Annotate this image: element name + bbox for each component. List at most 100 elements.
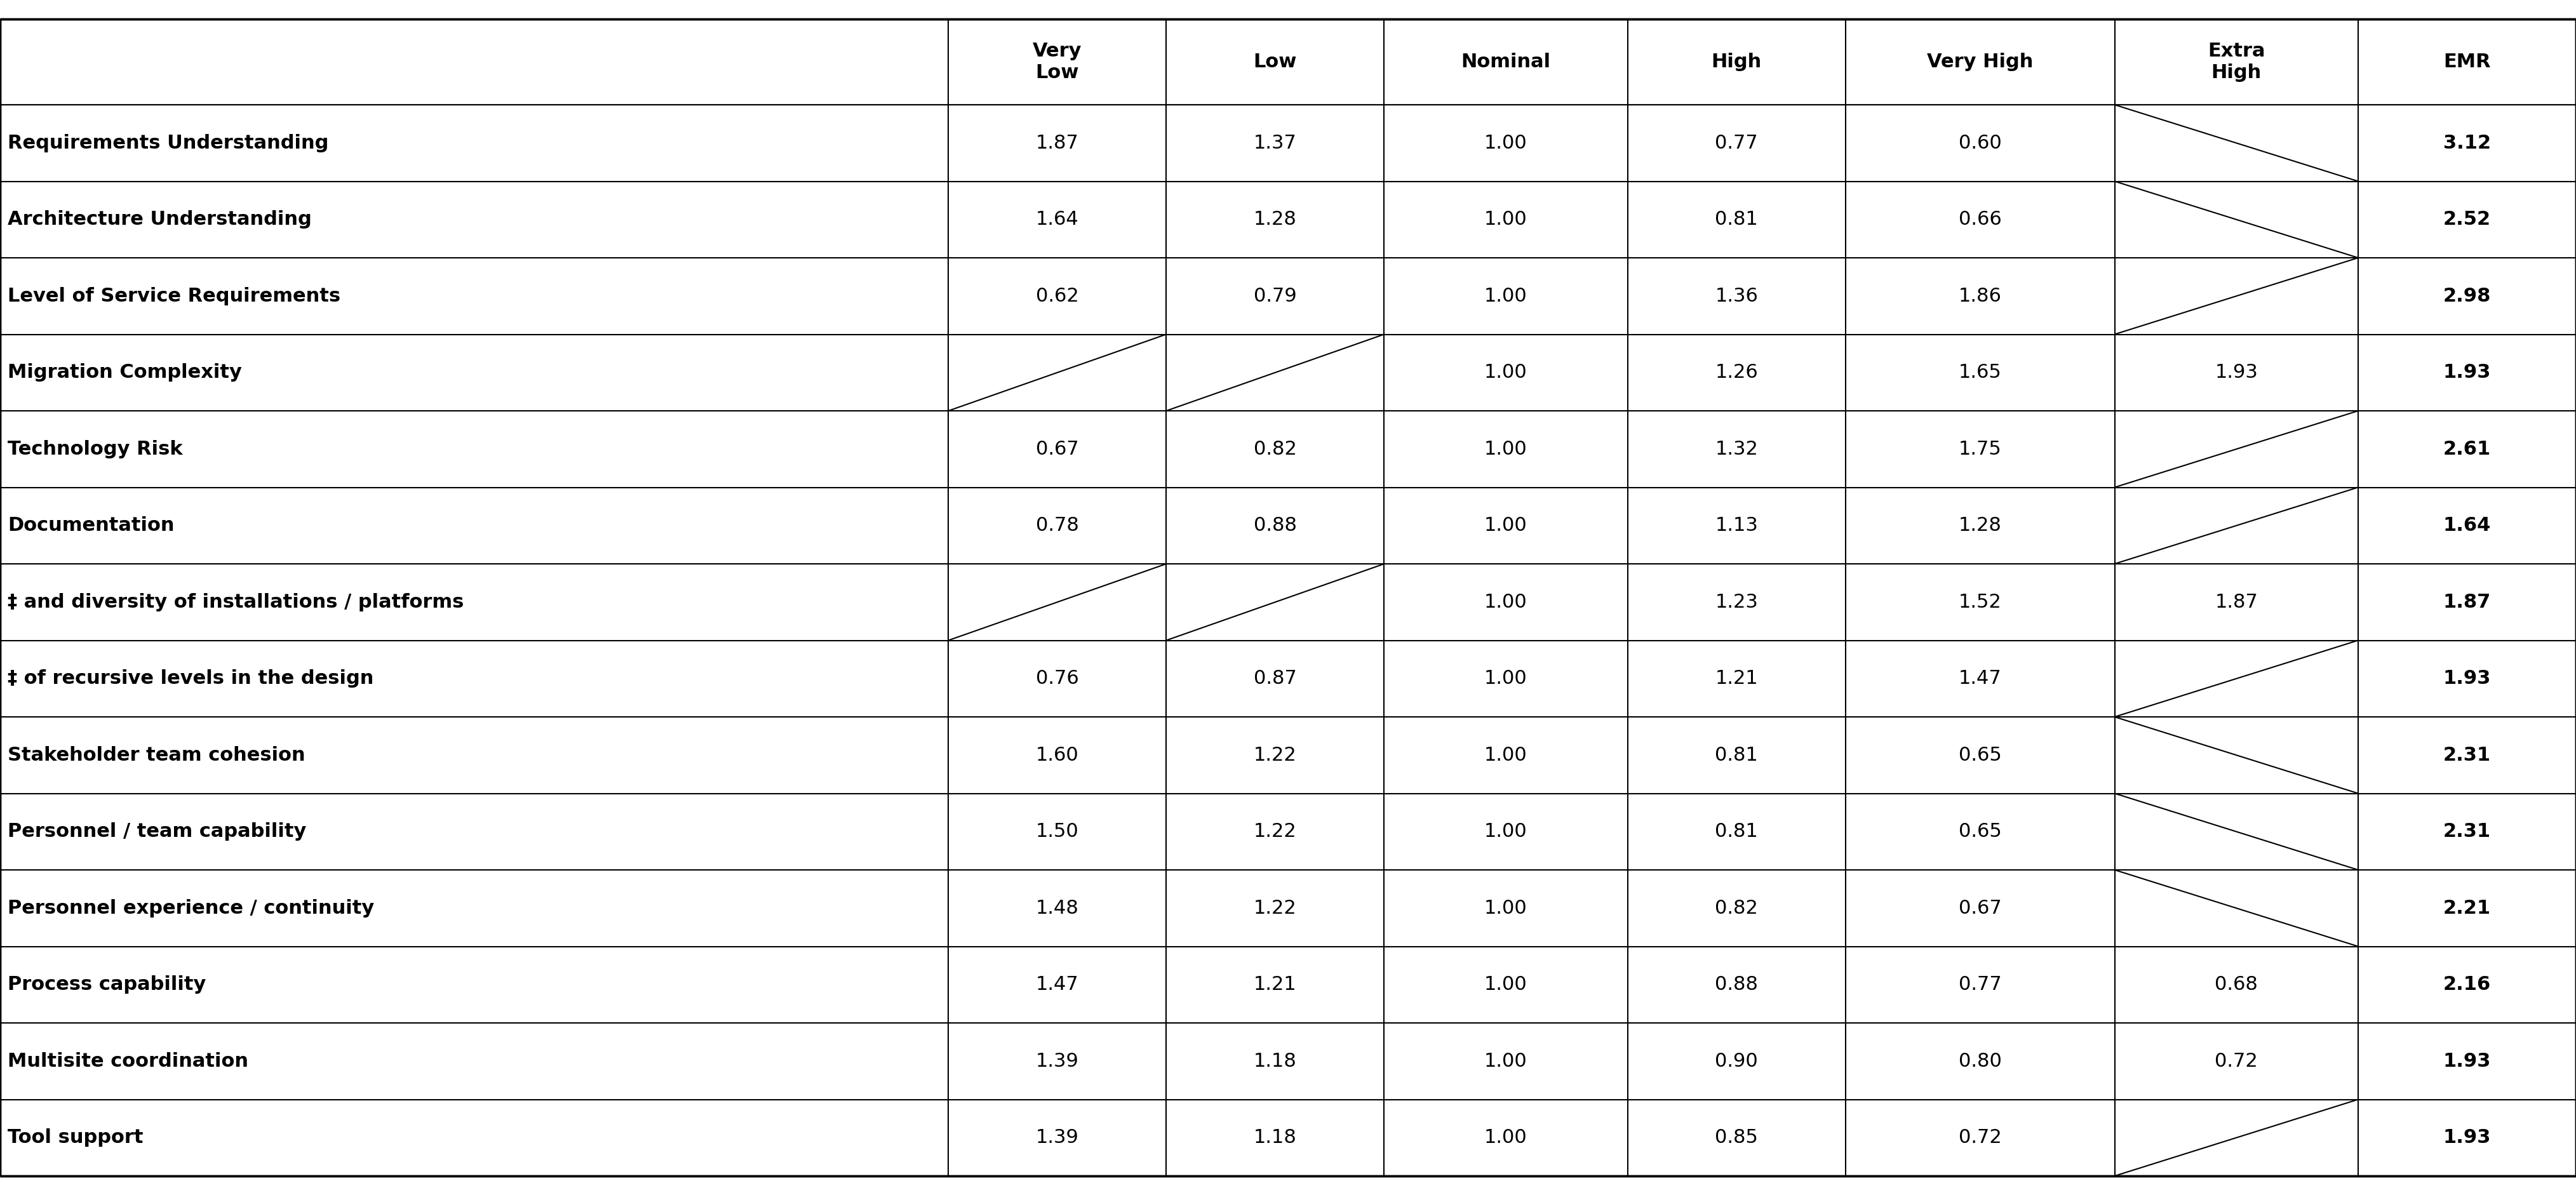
Text: 0.90: 0.90: [1716, 1052, 1757, 1071]
Text: 0.81: 0.81: [1716, 746, 1757, 765]
Text: 0.81: 0.81: [1716, 210, 1757, 228]
Text: 1.93: 1.93: [2442, 1128, 2491, 1147]
Text: 1.00: 1.00: [1484, 593, 1528, 612]
Text: 2.61: 2.61: [2442, 440, 2491, 459]
Text: 1.13: 1.13: [1716, 516, 1757, 535]
Text: 0.82: 0.82: [1255, 440, 1296, 459]
Text: ‡ and diversity of installations / platforms: ‡ and diversity of installations / platf…: [8, 593, 464, 612]
Text: 1.00: 1.00: [1484, 1052, 1528, 1071]
Text: 2.31: 2.31: [2442, 822, 2491, 841]
Text: 1.47: 1.47: [1958, 669, 2002, 688]
Text: 1.18: 1.18: [1255, 1128, 1296, 1147]
Text: 3.12: 3.12: [2442, 134, 2491, 152]
Text: 1.32: 1.32: [1716, 440, 1757, 459]
Text: 1.86: 1.86: [1958, 287, 2002, 305]
Text: 1.00: 1.00: [1484, 822, 1528, 841]
Text: 0.82: 0.82: [1716, 899, 1757, 918]
Text: 1.00: 1.00: [1484, 440, 1528, 459]
Text: 1.64: 1.64: [1036, 210, 1079, 228]
Text: Documentation: Documentation: [8, 516, 175, 535]
Text: 1.00: 1.00: [1484, 1128, 1528, 1147]
Text: 1.21: 1.21: [1716, 669, 1757, 688]
Text: 0.65: 0.65: [1958, 746, 2002, 765]
Text: 1.87: 1.87: [2215, 593, 2259, 612]
Text: 0.60: 0.60: [1958, 134, 2002, 152]
Text: 1.00: 1.00: [1484, 899, 1528, 918]
Text: 1.93: 1.93: [2215, 363, 2259, 381]
Text: 1.93: 1.93: [2442, 669, 2491, 688]
Text: 1.64: 1.64: [2442, 516, 2491, 535]
Text: 1.28: 1.28: [1255, 210, 1296, 228]
Text: 1.93: 1.93: [2442, 1052, 2491, 1071]
Text: 1.22: 1.22: [1255, 822, 1296, 841]
Text: Very High: Very High: [1927, 53, 2032, 72]
Text: Requirements Understanding: Requirements Understanding: [8, 134, 330, 152]
Text: 1.23: 1.23: [1716, 593, 1757, 612]
Text: 2.52: 2.52: [2442, 210, 2491, 228]
Text: Level of Service Requirements: Level of Service Requirements: [8, 287, 340, 305]
Text: 1.00: 1.00: [1484, 363, 1528, 381]
Text: Migration Complexity: Migration Complexity: [8, 363, 242, 381]
Text: 1.21: 1.21: [1255, 975, 1296, 994]
Text: 1.65: 1.65: [1958, 363, 2002, 381]
Text: 1.50: 1.50: [1036, 822, 1079, 841]
Text: 0.72: 0.72: [1958, 1128, 2002, 1147]
Text: 1.00: 1.00: [1484, 975, 1528, 994]
Text: 0.65: 0.65: [1958, 822, 2002, 841]
Text: 0.78: 0.78: [1036, 516, 1079, 535]
Text: Technology Risk: Technology Risk: [8, 440, 183, 459]
Text: 0.68: 0.68: [2215, 975, 2259, 994]
Text: 0.88: 0.88: [1716, 975, 1759, 994]
Text: 0.72: 0.72: [2215, 1052, 2259, 1071]
Text: EMR: EMR: [2445, 53, 2491, 72]
Text: 1.00: 1.00: [1484, 516, 1528, 535]
Text: 1.26: 1.26: [1716, 363, 1757, 381]
Text: 1.28: 1.28: [1958, 516, 2002, 535]
Text: 2.21: 2.21: [2442, 899, 2491, 918]
Text: High: High: [1710, 53, 1762, 72]
Text: 1.60: 1.60: [1036, 746, 1079, 765]
Text: 1.00: 1.00: [1484, 746, 1528, 765]
Text: 0.77: 0.77: [1958, 975, 2002, 994]
Text: 0.62: 0.62: [1036, 287, 1079, 305]
Text: 1.18: 1.18: [1255, 1052, 1296, 1071]
Text: 2.16: 2.16: [2442, 975, 2491, 994]
Text: ‡ of recursive levels in the design: ‡ of recursive levels in the design: [8, 669, 374, 688]
Text: 1.47: 1.47: [1036, 975, 1079, 994]
Text: 1.37: 1.37: [1255, 134, 1296, 152]
Text: 0.87: 0.87: [1255, 669, 1296, 688]
Text: 1.48: 1.48: [1036, 899, 1079, 918]
Text: 0.67: 0.67: [1036, 440, 1079, 459]
Text: 1.39: 1.39: [1036, 1052, 1079, 1071]
Text: 1.22: 1.22: [1255, 746, 1296, 765]
Text: 1.52: 1.52: [1958, 593, 2002, 612]
Text: 1.39: 1.39: [1036, 1128, 1079, 1147]
Text: Low: Low: [1255, 53, 1296, 72]
Text: 1.93: 1.93: [2442, 363, 2491, 381]
Text: Very
Low: Very Low: [1033, 42, 1082, 81]
Text: Architecture Understanding: Architecture Understanding: [8, 210, 312, 228]
Text: Process capability: Process capability: [8, 975, 206, 994]
Text: 1.36: 1.36: [1716, 287, 1757, 305]
Text: 0.81: 0.81: [1716, 822, 1757, 841]
Text: 0.88: 0.88: [1255, 516, 1296, 535]
Text: Personnel experience / continuity: Personnel experience / continuity: [8, 899, 374, 918]
Text: 0.66: 0.66: [1958, 210, 2002, 228]
Text: 1.87: 1.87: [2442, 593, 2491, 612]
Text: 2.31: 2.31: [2442, 746, 2491, 765]
Text: 1.22: 1.22: [1255, 899, 1296, 918]
Text: 1.87: 1.87: [1036, 134, 1079, 152]
Text: 1.75: 1.75: [1958, 440, 2002, 459]
Text: 0.67: 0.67: [1958, 899, 2002, 918]
Text: 0.77: 0.77: [1716, 134, 1757, 152]
Text: Extra
High: Extra High: [2208, 42, 2264, 81]
Text: 1.00: 1.00: [1484, 287, 1528, 305]
Text: Tool support: Tool support: [8, 1128, 144, 1147]
Text: 0.80: 0.80: [1958, 1052, 2002, 1071]
Text: Personnel / team capability: Personnel / team capability: [8, 822, 307, 841]
Text: Stakeholder team cohesion: Stakeholder team cohesion: [8, 746, 304, 765]
Text: 0.76: 0.76: [1036, 669, 1079, 688]
Text: 1.00: 1.00: [1484, 134, 1528, 152]
Text: 0.79: 0.79: [1255, 287, 1296, 305]
Text: Nominal: Nominal: [1461, 53, 1551, 72]
